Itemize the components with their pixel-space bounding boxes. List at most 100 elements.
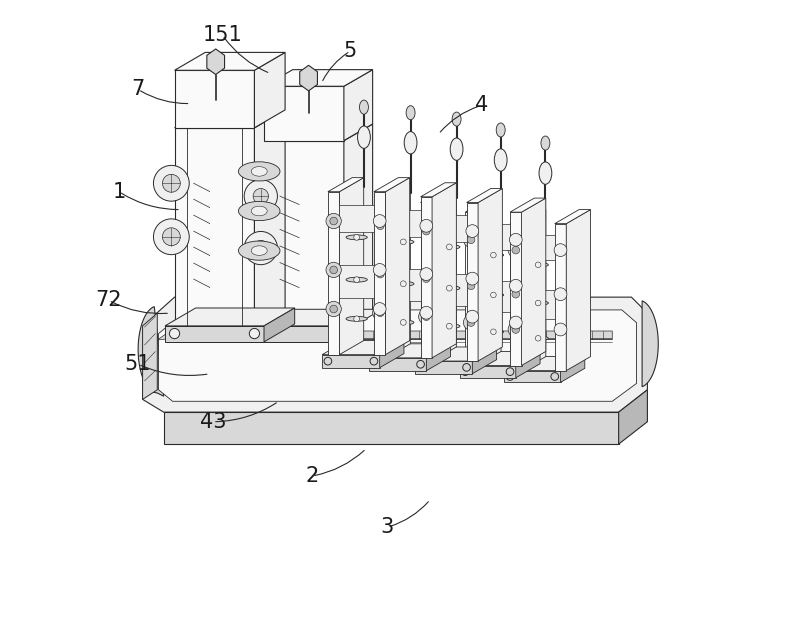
Polygon shape (432, 189, 457, 361)
Polygon shape (340, 265, 374, 298)
Ellipse shape (346, 316, 367, 321)
Ellipse shape (483, 293, 504, 297)
Circle shape (329, 266, 337, 273)
Circle shape (512, 326, 520, 334)
Polygon shape (521, 210, 546, 371)
Circle shape (423, 227, 430, 235)
Polygon shape (254, 52, 285, 128)
Ellipse shape (528, 336, 548, 341)
Text: 5: 5 (344, 41, 357, 61)
Text: 2: 2 (305, 466, 318, 486)
Circle shape (169, 328, 179, 339)
Polygon shape (322, 355, 380, 367)
Circle shape (371, 360, 378, 368)
Circle shape (373, 266, 388, 282)
Circle shape (467, 319, 475, 327)
Circle shape (326, 213, 341, 229)
Circle shape (508, 286, 524, 302)
Circle shape (401, 239, 406, 245)
Ellipse shape (528, 301, 548, 305)
Ellipse shape (251, 206, 267, 216)
Circle shape (354, 277, 359, 282)
Circle shape (153, 219, 190, 255)
Circle shape (373, 303, 386, 316)
Polygon shape (427, 344, 450, 371)
Circle shape (466, 311, 479, 323)
Polygon shape (432, 274, 467, 305)
Circle shape (377, 309, 384, 316)
Circle shape (377, 222, 384, 229)
Circle shape (324, 357, 332, 365)
Circle shape (401, 281, 406, 287)
Circle shape (420, 268, 433, 281)
Polygon shape (510, 224, 521, 371)
Text: 1: 1 (112, 181, 126, 202)
Polygon shape (467, 189, 502, 203)
Circle shape (417, 364, 424, 371)
Ellipse shape (483, 253, 504, 258)
Circle shape (446, 285, 452, 291)
Circle shape (510, 233, 522, 246)
Circle shape (354, 316, 359, 321)
Text: 3: 3 (381, 517, 394, 537)
Polygon shape (369, 344, 450, 358)
Polygon shape (264, 141, 344, 326)
Ellipse shape (393, 240, 414, 244)
Polygon shape (374, 197, 386, 358)
Polygon shape (516, 351, 540, 378)
Polygon shape (460, 366, 516, 378)
Ellipse shape (393, 320, 414, 325)
Circle shape (536, 335, 541, 341)
Polygon shape (467, 203, 478, 361)
Circle shape (419, 271, 434, 286)
Polygon shape (560, 357, 585, 382)
Polygon shape (521, 198, 546, 366)
Text: 7: 7 (131, 79, 145, 100)
Circle shape (512, 246, 520, 254)
Polygon shape (374, 192, 386, 355)
Polygon shape (415, 361, 472, 374)
Polygon shape (165, 308, 295, 326)
Circle shape (329, 305, 337, 313)
Polygon shape (175, 70, 254, 128)
Circle shape (466, 225, 479, 238)
Circle shape (423, 275, 430, 282)
Circle shape (508, 242, 524, 258)
Circle shape (536, 300, 541, 306)
Ellipse shape (438, 324, 460, 328)
Circle shape (326, 302, 341, 317)
Ellipse shape (404, 132, 417, 154)
Polygon shape (328, 192, 340, 355)
Polygon shape (465, 198, 501, 212)
Polygon shape (460, 351, 540, 366)
Polygon shape (159, 310, 637, 401)
Polygon shape (254, 326, 353, 342)
Circle shape (463, 364, 470, 371)
Circle shape (461, 368, 469, 376)
Polygon shape (264, 308, 295, 342)
Circle shape (420, 219, 433, 232)
Ellipse shape (496, 123, 505, 137)
Circle shape (554, 288, 567, 300)
Polygon shape (420, 189, 457, 203)
Polygon shape (374, 178, 410, 192)
Text: 4: 4 (475, 95, 488, 116)
Circle shape (467, 236, 475, 243)
Circle shape (536, 262, 541, 268)
Circle shape (512, 290, 520, 298)
Circle shape (401, 320, 406, 325)
Polygon shape (328, 178, 363, 192)
Polygon shape (478, 189, 502, 361)
Ellipse shape (438, 286, 460, 291)
Circle shape (446, 244, 452, 250)
Ellipse shape (358, 126, 371, 148)
Circle shape (373, 218, 388, 233)
Ellipse shape (539, 162, 551, 184)
Polygon shape (504, 357, 585, 371)
Polygon shape (432, 183, 457, 358)
Ellipse shape (541, 136, 550, 150)
Polygon shape (386, 178, 410, 355)
Polygon shape (555, 210, 591, 224)
Polygon shape (344, 124, 373, 326)
Circle shape (163, 174, 180, 192)
